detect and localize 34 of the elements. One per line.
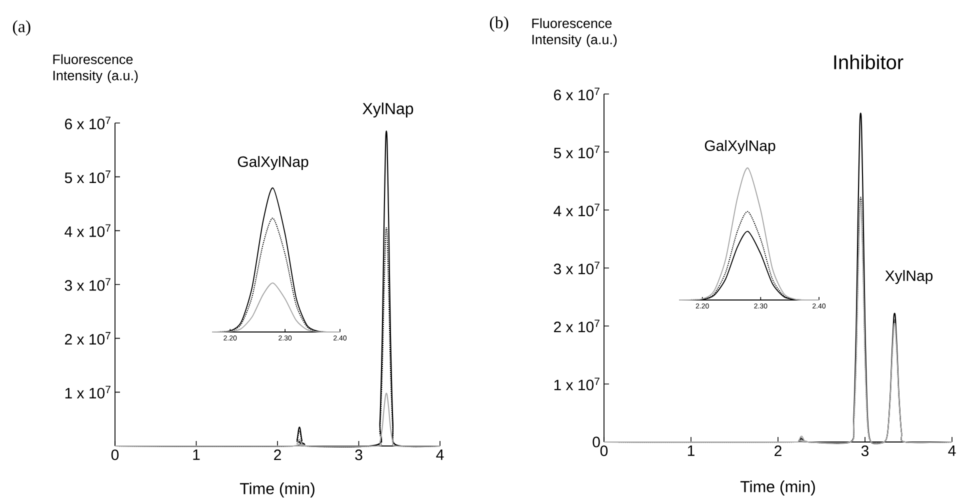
x-tick-label: 1 — [193, 450, 200, 460]
y-tick-label: 0 — [592, 436, 600, 448]
x-tick-label: 2 — [774, 446, 782, 456]
y-tick-label: 4 x 10$^{7}$ — [554, 204, 600, 216]
x-tick-label: 2 — [274, 450, 281, 460]
y-axis-title: Fluorescence Intensity (a.u.) — [53, 54, 138, 83]
y-tick-label: 4 x 10$^{7}$ — [64, 224, 110, 237]
chart-title: (a) — [12, 20, 30, 36]
chart-title: (b) — [490, 16, 508, 32]
x-tick-label: 4 — [436, 450, 444, 460]
chart-title: GalXylNap — [238, 156, 308, 170]
y-tick-label: 2 x 10$^{7}$ — [554, 320, 600, 332]
y-tick-label: 1 x 10$^{7}$ — [554, 378, 600, 390]
y-tick-label: 2 x 10$^{7}$ — [65, 332, 110, 345]
y-tick-label: 1 x 10$^{7}$ — [65, 386, 110, 398]
annotation: XylNap — [885, 270, 933, 284]
y-tick-label: 6 x 10$^{7}$ — [65, 116, 110, 130]
x-tick-label: 0 — [600, 446, 608, 456]
y-tick-label: 6 x 10$^{7}$ — [554, 88, 600, 100]
y-tick-label: 5 x 10$^{7}$ — [64, 170, 110, 184]
x-tick-label: 3 — [861, 446, 869, 456]
x-tick-label: 4 — [948, 446, 956, 456]
x-axis-title: Time (min) — [740, 480, 815, 496]
y-tick-label: 3 x 10$^{7}$ — [64, 278, 110, 291]
text: XylNap — [362, 102, 414, 118]
x-tick-label: 3 — [355, 450, 362, 460]
x-axis-title: Time (min) — [240, 482, 314, 498]
x-tick-label: 0 — [111, 450, 119, 460]
y-axis-title: Fluorescence Intensity (a.u.) — [532, 18, 617, 47]
y-tick-label: 3 x 10$^{7}$ — [554, 262, 600, 274]
chart-title: GalXylNap — [704, 140, 776, 154]
y-tick-label: 5 x 10$^{7}$ — [554, 146, 600, 158]
text: Inhibitor — [834, 54, 904, 70]
x-tick-label: 1 — [688, 446, 694, 456]
